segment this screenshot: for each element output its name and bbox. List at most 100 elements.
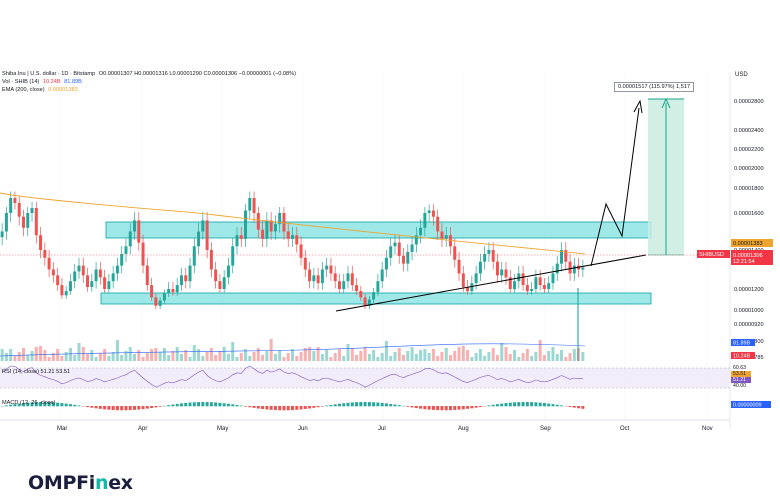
volume-bar [308, 347, 312, 361]
volume-bar [171, 351, 175, 361]
ema-price-tag [731, 239, 773, 247]
candle-body [414, 235, 418, 245]
candle-body [376, 281, 380, 293]
volume-bar [389, 356, 393, 361]
macd-bar [120, 406, 124, 411]
macd-bar [137, 406, 141, 410]
volume-bar [68, 348, 72, 361]
macd-bar [427, 406, 431, 410]
brand-logo: OMPFinex [28, 472, 133, 494]
candle-body [542, 285, 546, 289]
macd-bar [133, 406, 137, 410]
candle-body [491, 250, 495, 262]
macd-bar [577, 406, 581, 409]
candle-body [269, 220, 273, 232]
price-tick: 0.00002200 [734, 147, 764, 153]
candle-body [231, 246, 235, 266]
volume-bar [73, 355, 77, 361]
x-tick: Oct [620, 426, 630, 432]
volume-bar [530, 356, 534, 361]
candle-body [495, 261, 499, 276]
time-axis: Mar Apr May Jun Jul Aug Sep Oct Nov [57, 426, 713, 432]
x-tick: Nov [702, 426, 713, 432]
volume-bar [538, 340, 542, 361]
macd-bar [107, 406, 111, 410]
support-resistance-zones [100, 221, 652, 305]
macd-bar [581, 406, 585, 409]
volume-bar [299, 352, 303, 361]
volume-bar [329, 357, 333, 361]
candle-body [504, 269, 508, 278]
volume-bar [222, 347, 226, 361]
macd-bar [453, 406, 457, 411]
candle-body [402, 255, 406, 264]
candle-body [162, 293, 166, 301]
candle-body [205, 220, 209, 250]
macd-bar [303, 406, 307, 409]
volume-bar [346, 344, 350, 361]
volume-bar [30, 351, 34, 361]
candle-body [197, 231, 201, 247]
macd-bar [244, 406, 248, 407]
trend-drawings [0, 99, 730, 312]
volume-bar [355, 355, 359, 361]
volume-bar [111, 352, 115, 361]
candle-body [564, 250, 568, 262]
candle-body [13, 198, 17, 203]
volume-bar [201, 356, 205, 361]
macd-bar [547, 403, 551, 407]
candle-body [568, 261, 572, 274]
resistance-zone [105, 221, 652, 239]
candle-body [68, 281, 72, 292]
macd-bar [73, 404, 77, 407]
macd-bar [21, 403, 25, 407]
macd-bar [51, 402, 55, 407]
volume-spike-bar [577, 288, 579, 361]
price-tick: 0.00002400 [734, 128, 764, 134]
macd-bar [197, 402, 201, 407]
rsi-tag-bg [731, 377, 751, 383]
macd-bar [278, 406, 282, 411]
macd-bar [273, 406, 277, 411]
macd-bar [111, 406, 115, 411]
candle-body [453, 246, 457, 260]
candle-body [111, 273, 115, 282]
macd-bar [141, 406, 145, 410]
rsi-label: RSI (14, close) 51.21 53.51 [2, 369, 70, 375]
candle-body [325, 265, 329, 270]
candle-body [154, 297, 158, 306]
macd-bar [43, 402, 47, 407]
candle-body [265, 220, 269, 239]
volume-bar [244, 349, 248, 361]
macd-bar [308, 406, 312, 409]
volume-bar [448, 355, 452, 361]
macd-bar [145, 406, 149, 409]
volume-bar [124, 351, 128, 361]
volume-bar [431, 349, 435, 361]
macd-axis-value: 0.00000009 [733, 403, 761, 409]
macd-bar [214, 402, 218, 407]
volume-bar [372, 350, 376, 361]
volume-bar [158, 352, 162, 361]
volume-bar [470, 357, 474, 361]
macd-bar [201, 402, 205, 407]
macd-bar [342, 403, 346, 407]
volume-bar [34, 347, 38, 361]
rsi-axis-value: 51.21 [733, 377, 746, 383]
macd-bar [384, 403, 388, 407]
macd-bar [94, 406, 98, 409]
candle-body [184, 275, 188, 282]
volume-bar [81, 347, 85, 361]
macd-bar [466, 406, 470, 409]
volume-bar [9, 349, 13, 361]
volume-bar [325, 350, 329, 361]
macd-bar [517, 402, 521, 407]
candle-body [34, 208, 38, 236]
macd-bar [282, 406, 286, 411]
volume-bar [525, 349, 529, 361]
volume-bar [64, 352, 68, 361]
macd-bar [346, 402, 350, 407]
volume-bar [214, 355, 218, 361]
volume-bar [367, 354, 371, 361]
